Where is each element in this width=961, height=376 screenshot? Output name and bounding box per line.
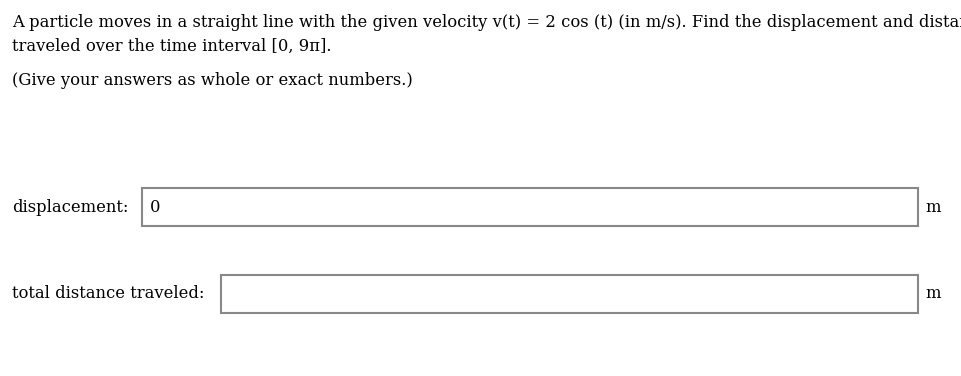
- Text: total distance traveled:: total distance traveled:: [12, 285, 205, 303]
- Text: m: m: [925, 285, 941, 303]
- Text: 0: 0: [150, 199, 160, 215]
- Text: traveled over the time interval [0, 9π].: traveled over the time interval [0, 9π].: [12, 38, 332, 55]
- Text: (Give your answers as whole or exact numbers.): (Give your answers as whole or exact num…: [12, 72, 413, 89]
- Bar: [221, 275, 918, 313]
- Bar: [142, 188, 918, 226]
- Text: A particle moves in a straight line with the given velocity v(t) = 2 cos (t) (in: A particle moves in a straight line with…: [12, 14, 961, 31]
- Text: m: m: [925, 199, 941, 215]
- Text: displacement:: displacement:: [12, 199, 129, 215]
